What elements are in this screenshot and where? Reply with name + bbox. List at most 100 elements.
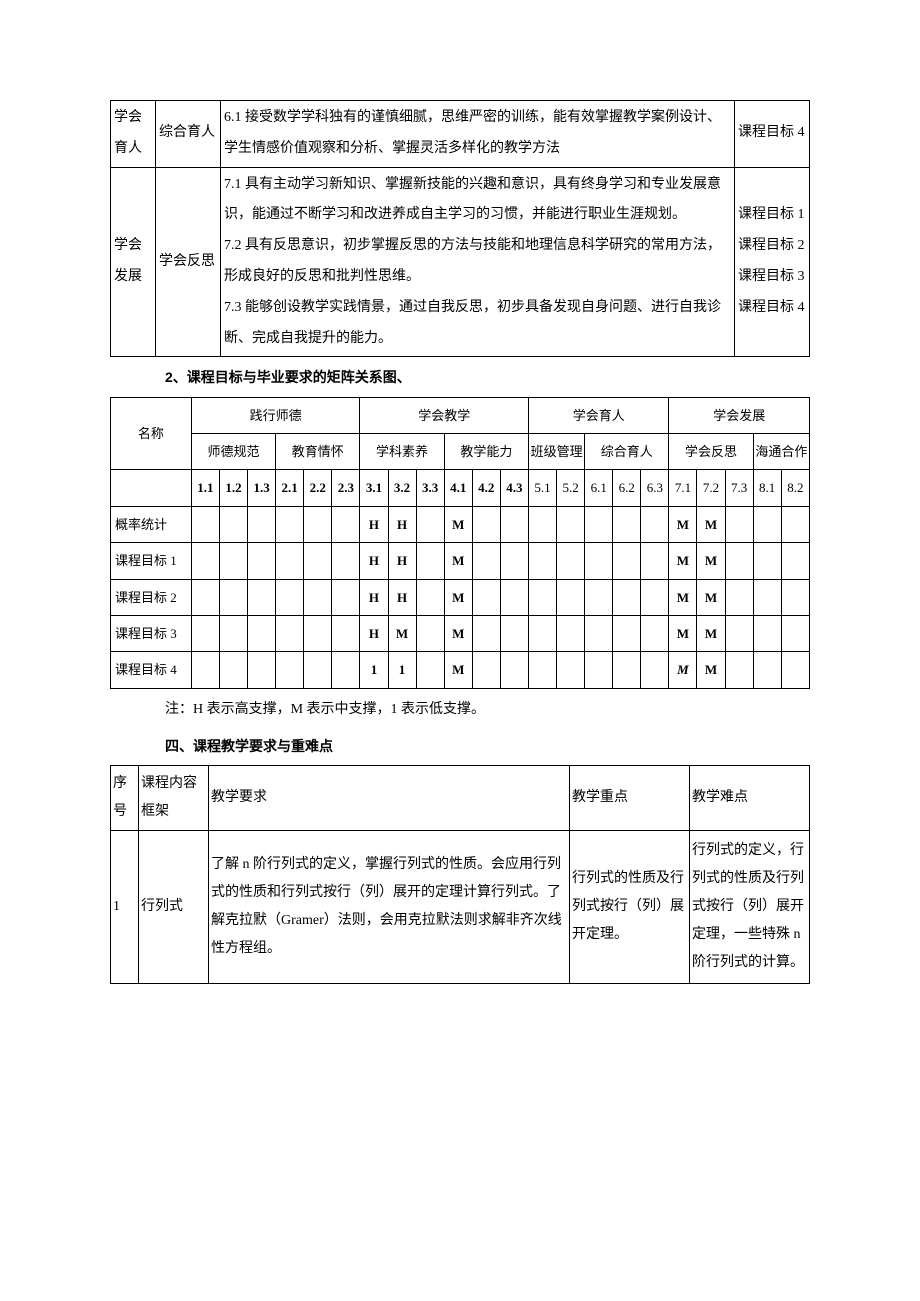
matrix-cell xyxy=(641,579,669,615)
num-header: 8.2 xyxy=(781,470,809,506)
header-row: 序号 课程内容框架 教学要求 教学重点 教学难点 xyxy=(111,766,810,831)
matrix-cell xyxy=(219,652,247,688)
matrix-cell xyxy=(248,506,276,542)
num-header: 1.1 xyxy=(191,470,219,506)
sub-header: 学会反思 xyxy=(669,433,753,469)
matrix-cell xyxy=(613,579,641,615)
subcategory-cell: 学会反思 xyxy=(156,167,221,357)
matrix-cell xyxy=(191,579,219,615)
sub-header: 教育情怀 xyxy=(276,433,360,469)
row-label: 课程目标 4 xyxy=(111,652,192,688)
num-header: 7.1 xyxy=(669,470,697,506)
matrix-cell xyxy=(753,652,781,688)
matrix-cell xyxy=(332,506,360,542)
seq-header: 序号 xyxy=(111,766,139,831)
matrix-table: 名称 践行师德 学会教学 学会育人 学会发展 师德规范 教育情怀 学科素养 教学… xyxy=(110,397,810,689)
num-header: 6.2 xyxy=(613,470,641,506)
num-header: 4.3 xyxy=(500,470,528,506)
cat-header: 学会发展 xyxy=(669,397,810,433)
num-header: 8.1 xyxy=(753,470,781,506)
matrix-cell xyxy=(304,579,332,615)
diff-cell: 行列式的定义，行列式的性质及行列式按行（列）展开定理，一些特殊 n 阶行列式的计… xyxy=(690,831,810,984)
matrix-cell: H xyxy=(388,579,416,615)
matrix-cell xyxy=(416,652,444,688)
sub-header: 综合育人 xyxy=(585,433,669,469)
matrix-cell xyxy=(557,615,585,651)
matrix-cell xyxy=(191,615,219,651)
matrix-cell xyxy=(500,543,528,579)
matrix-cell: 1 xyxy=(360,652,388,688)
matrix-cell xyxy=(276,543,304,579)
matrix-cell xyxy=(304,543,332,579)
matrix-cell xyxy=(613,506,641,542)
matrix-cell xyxy=(276,506,304,542)
matrix-cell xyxy=(219,615,247,651)
matrix-cell xyxy=(276,615,304,651)
cat-header: 践行师德 xyxy=(191,397,360,433)
requirements-table: 序号 课程内容框架 教学要求 教学重点 教学难点 1 行列式 了解 n 阶行列式… xyxy=(110,765,810,984)
matrix-cell: H xyxy=(360,543,388,579)
matrix-cell xyxy=(248,615,276,651)
num-header: 3.2 xyxy=(388,470,416,506)
sub-header: 师德规范 xyxy=(191,433,275,469)
subcategory-cell: 综合育人 xyxy=(156,101,221,168)
diff-header: 教学难点 xyxy=(690,766,810,831)
matrix-cell xyxy=(781,615,809,651)
matrix-cell xyxy=(332,579,360,615)
matrix-cell xyxy=(529,506,557,542)
matrix-cell xyxy=(191,652,219,688)
content-cell: 6.1 接受数学学科独有的谨慎细腻，思维严密的训练，能有效掌握教学案例设计、学生… xyxy=(221,101,735,168)
row-label: 课程目标 3 xyxy=(111,615,192,651)
table-row: 课程目标 411MMM xyxy=(111,652,810,688)
matrix-cell: H xyxy=(388,506,416,542)
matrix-cell xyxy=(753,579,781,615)
matrix-cell xyxy=(472,652,500,688)
matrix-cell xyxy=(529,615,557,651)
sub-header: 教学能力 xyxy=(444,433,528,469)
num-header: 1.3 xyxy=(248,470,276,506)
num-header: 6.3 xyxy=(641,470,669,506)
matrix-cell: M xyxy=(697,652,725,688)
matrix-cell: M xyxy=(669,579,697,615)
matrix-cell xyxy=(781,579,809,615)
matrix-cell xyxy=(753,543,781,579)
category-cell: 学会 育人 xyxy=(111,101,156,168)
num-header: 7.3 xyxy=(725,470,753,506)
matrix-cell xyxy=(781,506,809,542)
matrix-cell xyxy=(529,652,557,688)
num-header: 2.3 xyxy=(332,470,360,506)
matrix-cell: M xyxy=(669,543,697,579)
row-label: 课程目标 2 xyxy=(111,579,192,615)
matrix-cell xyxy=(276,579,304,615)
table-row: 1 行列式 了解 n 阶行列式的定义，掌握行列式的性质。会应用行列式的性质和行列… xyxy=(111,831,810,984)
matrix-cell xyxy=(585,615,613,651)
matrix-cell xyxy=(472,615,500,651)
matrix-cell xyxy=(416,579,444,615)
num-header: 2.1 xyxy=(276,470,304,506)
matrix-cell xyxy=(557,652,585,688)
matrix-cell xyxy=(472,579,500,615)
matrix-cell: H xyxy=(360,506,388,542)
matrix-cell: M xyxy=(669,615,697,651)
matrix-cell: M xyxy=(669,506,697,542)
matrix-cell xyxy=(416,543,444,579)
matrix-cell: M xyxy=(444,543,472,579)
num-header: 6.1 xyxy=(585,470,613,506)
matrix-cell xyxy=(585,543,613,579)
num-header: 5.1 xyxy=(529,470,557,506)
matrix-cell xyxy=(276,652,304,688)
num-header: 3.1 xyxy=(360,470,388,506)
header-row-3: 1.1 1.2 1.3 2.1 2.2 2.3 3.1 3.2 3.3 4.1 … xyxy=(111,470,810,506)
matrix-cell xyxy=(725,506,753,542)
matrix-cell xyxy=(585,579,613,615)
matrix-cell: M xyxy=(697,506,725,542)
matrix-cell xyxy=(416,615,444,651)
num-header: 4.1 xyxy=(444,470,472,506)
objective-cell: 课程目标 4 xyxy=(735,101,810,168)
matrix-cell xyxy=(191,543,219,579)
matrix-cell xyxy=(557,543,585,579)
matrix-cell xyxy=(585,652,613,688)
matrix-cell xyxy=(557,579,585,615)
header-row-2: 师德规范 教育情怀 学科素养 教学能力 班级管理 综合育人 学会反思 海通合作 xyxy=(111,433,810,469)
matrix-cell: M xyxy=(697,615,725,651)
